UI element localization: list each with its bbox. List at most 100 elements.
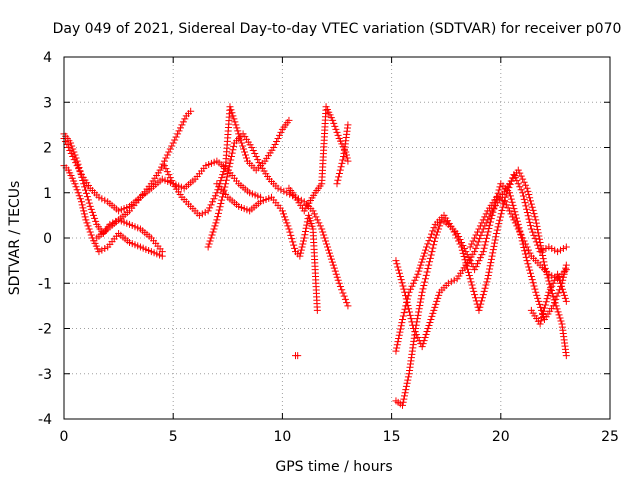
data-point bbox=[472, 244, 480, 252]
data-point bbox=[421, 334, 429, 342]
data-point bbox=[524, 187, 532, 195]
data-point bbox=[416, 298, 424, 306]
data-point bbox=[478, 219, 486, 227]
data-point bbox=[230, 115, 238, 123]
data-point bbox=[226, 159, 234, 167]
data-point bbox=[497, 210, 505, 218]
data-point bbox=[273, 137, 281, 145]
data-point bbox=[285, 116, 293, 124]
data-point bbox=[558, 285, 566, 293]
data-point bbox=[343, 154, 351, 162]
data-point bbox=[69, 145, 77, 153]
series-track-7 bbox=[213, 180, 321, 314]
data-point bbox=[87, 231, 95, 239]
data-point bbox=[207, 201, 215, 209]
data-point bbox=[416, 301, 424, 309]
data-point bbox=[522, 181, 530, 189]
data-point bbox=[427, 251, 435, 259]
data-point bbox=[242, 154, 250, 162]
data-point bbox=[435, 225, 443, 233]
data-point bbox=[404, 376, 412, 384]
data-point bbox=[427, 315, 435, 323]
data-point bbox=[530, 231, 538, 239]
data-point bbox=[398, 319, 406, 327]
data-point bbox=[430, 237, 438, 245]
data-point bbox=[414, 311, 422, 319]
data-point bbox=[536, 300, 544, 308]
data-point bbox=[414, 270, 422, 278]
data-point bbox=[483, 278, 491, 286]
data-point bbox=[476, 222, 484, 230]
data-point bbox=[521, 250, 529, 258]
data-point bbox=[313, 306, 321, 314]
data-point bbox=[559, 245, 567, 253]
data-point bbox=[431, 234, 439, 242]
data-point bbox=[334, 131, 342, 139]
data-point bbox=[428, 312, 436, 320]
data-point bbox=[521, 247, 529, 255]
data-point bbox=[425, 261, 433, 269]
data-point bbox=[523, 205, 531, 213]
data-point bbox=[223, 173, 231, 181]
data-point bbox=[82, 189, 90, 197]
data-point bbox=[481, 241, 489, 249]
data-point bbox=[416, 264, 424, 272]
data-point bbox=[77, 198, 85, 206]
data-point bbox=[528, 276, 536, 284]
data-point bbox=[428, 230, 436, 238]
data-point bbox=[402, 382, 410, 390]
data-point bbox=[403, 379, 411, 387]
data-point bbox=[546, 285, 554, 293]
data-point bbox=[255, 159, 263, 167]
data-point bbox=[403, 298, 411, 306]
data-point bbox=[559, 288, 567, 296]
x-tick-label: 25 bbox=[601, 429, 619, 445]
data-point bbox=[418, 292, 426, 300]
data-point bbox=[81, 183, 89, 191]
data-point bbox=[550, 296, 558, 304]
data-point bbox=[282, 216, 290, 224]
y-tick-label: 0 bbox=[43, 231, 52, 247]
data-point bbox=[227, 106, 235, 114]
data-point bbox=[484, 228, 492, 236]
data-point bbox=[513, 222, 521, 230]
data-point bbox=[523, 243, 531, 251]
data-point bbox=[165, 148, 173, 156]
data-point bbox=[552, 302, 560, 310]
data-point bbox=[507, 210, 515, 218]
data-point bbox=[338, 286, 346, 294]
data-point bbox=[413, 315, 421, 323]
data-point bbox=[331, 122, 339, 130]
data-point bbox=[156, 166, 164, 174]
data-point bbox=[280, 187, 288, 195]
data-point bbox=[274, 134, 282, 142]
data-point bbox=[84, 222, 92, 230]
data-point bbox=[450, 228, 458, 236]
data-point bbox=[432, 231, 440, 239]
data-point bbox=[434, 294, 442, 302]
data-point bbox=[158, 163, 166, 171]
data-point bbox=[159, 160, 167, 168]
data-point bbox=[221, 165, 229, 173]
data-point bbox=[534, 294, 542, 302]
data-point bbox=[240, 145, 248, 153]
x-axis-label: GPS time / hours bbox=[275, 459, 392, 475]
data-point bbox=[520, 195, 528, 203]
data-point bbox=[402, 295, 410, 303]
data-point bbox=[393, 341, 401, 349]
data-point bbox=[424, 240, 432, 248]
y-tick-label: 1 bbox=[43, 186, 52, 202]
data-point bbox=[423, 243, 431, 251]
data-point bbox=[456, 240, 464, 248]
y-tick-label: -2 bbox=[38, 322, 52, 338]
data-point bbox=[88, 208, 96, 216]
data-point bbox=[472, 231, 480, 239]
data-point bbox=[524, 212, 532, 220]
x-tick-label: 20 bbox=[492, 429, 510, 445]
data-point bbox=[179, 118, 187, 126]
data-point bbox=[496, 183, 504, 191]
data-point bbox=[72, 183, 80, 191]
data-point bbox=[471, 291, 479, 299]
data-point bbox=[214, 209, 222, 217]
data-point bbox=[475, 306, 483, 314]
